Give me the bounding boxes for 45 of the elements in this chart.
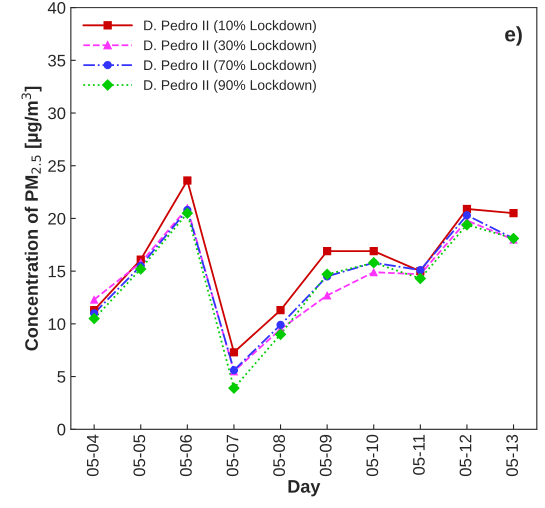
point [276, 320, 285, 330]
y-tick-label: 10 [48, 318, 66, 330]
y-tick-label: 35 [48, 54, 66, 67]
legend-label: D. Pedro II (70% Lockdown) [144, 60, 316, 73]
point [88, 312, 100, 324]
point [182, 207, 194, 219]
point [274, 328, 286, 340]
point [135, 263, 146, 275]
y-axis-title: Concentration of PM$_{2.5}$ [µg/m$^{3}$] [21, 86, 42, 350]
legend-label: D. Pedro II (30% Lockdown) [144, 40, 316, 53]
x-tick-label: 05-06 [180, 434, 192, 476]
point [323, 291, 332, 300]
point [228, 382, 240, 394]
x-tick-label: 05-12 [460, 434, 472, 476]
x-tick-label: 05-08 [273, 434, 286, 476]
x-tick-label: 05-07 [226, 434, 238, 476]
x-tick-label: 05-11 [413, 434, 425, 475]
point [321, 268, 333, 280]
point [462, 211, 472, 220]
legend-label: D. Pedro II (90% Lockdown) [144, 80, 316, 93]
point [183, 176, 192, 185]
legend-label: D. Pedro II (10% Lockdown) [144, 20, 316, 34]
point [370, 268, 378, 276]
point [370, 247, 378, 256]
x-axis-title: Day [288, 480, 320, 496]
y-tick-label: 30 [48, 107, 66, 120]
y-tick-label: 20 [48, 212, 66, 225]
point [323, 247, 332, 256]
point [90, 295, 98, 304]
y-tick-label: 0 [57, 424, 66, 436]
x-tick-label: 05-04 [86, 434, 99, 476]
x-tick-label: 05-13 [506, 434, 518, 476]
point [414, 272, 426, 284]
x-tick-label: 05-09 [320, 434, 332, 476]
point [230, 348, 238, 356]
point [509, 209, 518, 218]
point [276, 306, 285, 314]
x-tick-label: 05-05 [133, 434, 146, 476]
point [461, 219, 473, 230]
annotation: e) [505, 26, 522, 46]
y-tick-label: 25 [48, 160, 66, 172]
y-tick-label: 15 [48, 266, 66, 278]
x-tick-label: 05-10 [366, 434, 378, 476]
y-tick-label: 5 [57, 371, 66, 383]
y-tick-label: 40 [48, 2, 66, 14]
